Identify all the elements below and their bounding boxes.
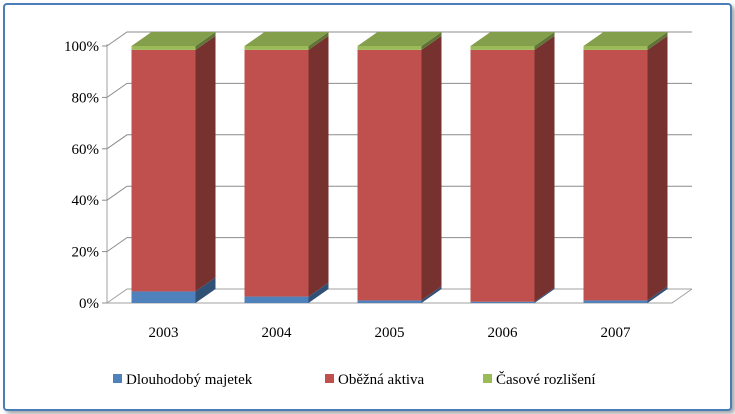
bar-stack-2007 xyxy=(583,32,668,303)
legend-label: Dlouhodobý majetek xyxy=(126,372,253,388)
y-tick-label: 20% xyxy=(72,245,100,261)
y-tick-label: 100% xyxy=(64,39,99,55)
bar-segment-2006-2 xyxy=(470,49,535,302)
y-tick-label: 60% xyxy=(72,142,100,158)
bar-segment-2004-1-side xyxy=(308,282,329,303)
bar-segment-2007-1-side xyxy=(647,286,668,303)
bar-segment-2003-1 xyxy=(131,291,196,303)
bar-segment-2007-1 xyxy=(583,300,648,303)
bar-segment-2007-2 xyxy=(583,49,648,301)
bar-stack-2005 xyxy=(357,32,442,303)
x-tick-label: 2004 xyxy=(262,325,293,341)
legend-swatch xyxy=(483,374,492,383)
bar-stack-2004 xyxy=(244,32,329,303)
y-tick-label: 40% xyxy=(72,193,100,209)
bar-segment-2007-3-top xyxy=(583,32,668,46)
bar-segment-2007-2-side xyxy=(647,35,668,301)
legend-swatch xyxy=(113,374,122,383)
bars xyxy=(131,32,668,303)
bar-stack-2003 xyxy=(131,32,216,303)
bar-segment-2005-1-side xyxy=(421,286,442,303)
bar-segment-2004-1 xyxy=(244,296,309,303)
legend-label: Časové rozlišení xyxy=(496,371,596,388)
bar-stack-2006 xyxy=(470,32,555,303)
legend-label: Oběžná aktiva xyxy=(338,372,425,388)
bar-segment-2004-2-side xyxy=(308,35,329,297)
bar-segment-2004-2 xyxy=(244,49,309,297)
x-tick-label: 2006 xyxy=(488,325,519,341)
legend: Dlouhodobý majetek Oběžná aktiva Časové ro… xyxy=(113,371,596,388)
bar-segment-2007-3 xyxy=(583,46,648,50)
bar-segment-2005-3-side xyxy=(421,32,442,50)
bar-segment-2003-1-side xyxy=(195,277,216,303)
x-tick-label: 2007 xyxy=(601,325,632,341)
bar-segment-2006-3-top xyxy=(470,32,555,46)
bar-segment-2003-3-top xyxy=(131,32,216,46)
bar-segment-2006-1 xyxy=(470,301,535,303)
bar-segment-2006-3-side xyxy=(534,32,555,50)
y-tick-label: 80% xyxy=(72,90,100,106)
y-axis: 0% 20% 40% 60% 80% 100% xyxy=(64,39,107,312)
bar-segment-2006-2-side xyxy=(534,35,555,302)
bar-segment-2006-1-side xyxy=(534,287,555,303)
x-tick-label: 2005 xyxy=(375,325,405,341)
bar-segment-2005-3 xyxy=(357,46,422,50)
bar-segment-2006-3 xyxy=(470,46,535,50)
bar-segment-2004-3-top xyxy=(244,32,329,46)
y-tick-label: 0% xyxy=(79,296,99,312)
bar-segment-2005-2-side xyxy=(421,35,442,301)
x-axis: 2003 2004 2005 2006 2007 xyxy=(149,325,632,341)
bar-segment-2003-2-side xyxy=(195,35,216,292)
bar-segment-2003-2 xyxy=(131,49,196,292)
bar-segment-2003-3 xyxy=(131,46,196,50)
bar-segment-2004-3-side xyxy=(308,32,329,50)
bar-segment-2005-2 xyxy=(357,49,422,301)
bar-segment-2004-3 xyxy=(244,46,309,50)
legend-swatch xyxy=(325,374,334,383)
x-tick-label: 2003 xyxy=(149,325,179,341)
bar-segment-2003-3-side xyxy=(195,32,216,50)
bar-segment-2007-3-side xyxy=(647,32,668,50)
bar-segment-2005-3-top xyxy=(357,32,442,46)
bar-segment-2005-1 xyxy=(357,300,422,303)
